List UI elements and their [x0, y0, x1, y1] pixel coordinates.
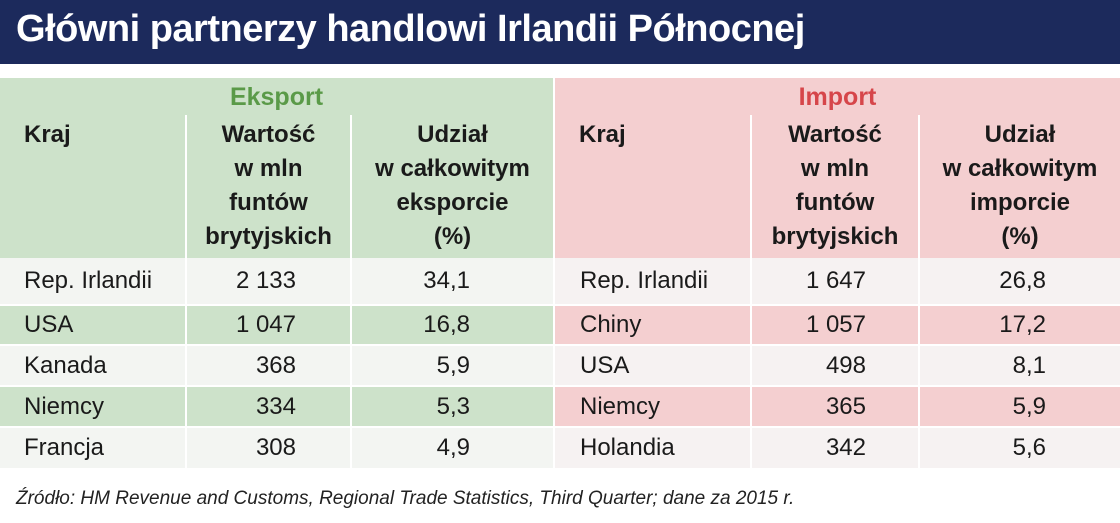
country: Niemcy — [580, 392, 661, 420]
column-divider — [185, 115, 187, 470]
title-bar: Główni partnerzy handlowi Irlandii Półno… — [0, 0, 1120, 64]
value: 1 047 — [235, 311, 296, 338]
row-bg — [555, 346, 1120, 385]
row-bg — [0, 346, 553, 385]
country: Chiny — [580, 311, 642, 338]
value: 1 057 — [805, 311, 866, 338]
row-bg — [0, 306, 553, 344]
column-header: Kraj — [579, 121, 626, 148]
share: 26,8 — [999, 267, 1046, 294]
row-bg — [0, 387, 553, 426]
share: 5,9 — [436, 351, 470, 379]
value: 368 — [255, 351, 296, 379]
column-header: Wartość w mln funtów brytyjskich — [205, 121, 332, 250]
value: 308 — [255, 434, 296, 461]
share: 5,6 — [1012, 434, 1046, 461]
column-divider — [350, 115, 352, 470]
row-bg — [555, 258, 1120, 304]
row-bg — [555, 428, 1120, 468]
column-header: Udział w całkowitym imporcie (%) — [942, 121, 1098, 250]
share: 8,1 — [1012, 351, 1046, 379]
country: Holandia — [580, 434, 675, 461]
column-divider — [918, 115, 920, 470]
country: Kanada — [24, 351, 107, 379]
country: Rep. Irlandii — [580, 267, 709, 294]
source: Źródło: HM Revenue and Customs, Regional… — [16, 488, 795, 509]
section-label: Import — [798, 83, 877, 111]
row-bg — [555, 306, 1120, 344]
value: 365 — [825, 392, 866, 420]
value: 334 — [255, 392, 296, 420]
row-bg — [555, 387, 1120, 426]
country: Rep. Irlandii — [24, 267, 153, 294]
share: 16,8 — [423, 311, 470, 338]
section-header-bg — [555, 78, 1120, 258]
country: USA — [24, 311, 74, 338]
country: Niemcy — [24, 392, 105, 420]
share: 17,2 — [999, 311, 1046, 338]
country: USA — [580, 351, 630, 379]
value: 498 — [825, 351, 866, 379]
share: 5,9 — [1012, 392, 1046, 420]
value: 342 — [825, 434, 866, 461]
column-divider — [750, 115, 752, 470]
column-header: Kraj — [24, 121, 71, 148]
row-bg — [0, 428, 553, 468]
column-header: Udział w całkowitym eksporcie (%) — [375, 121, 530, 250]
section-label: Eksport — [229, 83, 324, 111]
share: 5,3 — [436, 392, 470, 420]
value: 2 133 — [235, 267, 296, 294]
column-header: Wartość w mln funtów brytyjskich — [771, 121, 899, 250]
title: Główni partnerzy handlowi Irlandii Półno… — [16, 8, 805, 50]
value: 1 647 — [805, 267, 866, 294]
row-bg — [0, 258, 553, 304]
share: 34,1 — [423, 267, 470, 294]
country: Francja — [24, 434, 105, 461]
share: 4,9 — [436, 434, 470, 461]
section-header-bg — [0, 78, 553, 258]
